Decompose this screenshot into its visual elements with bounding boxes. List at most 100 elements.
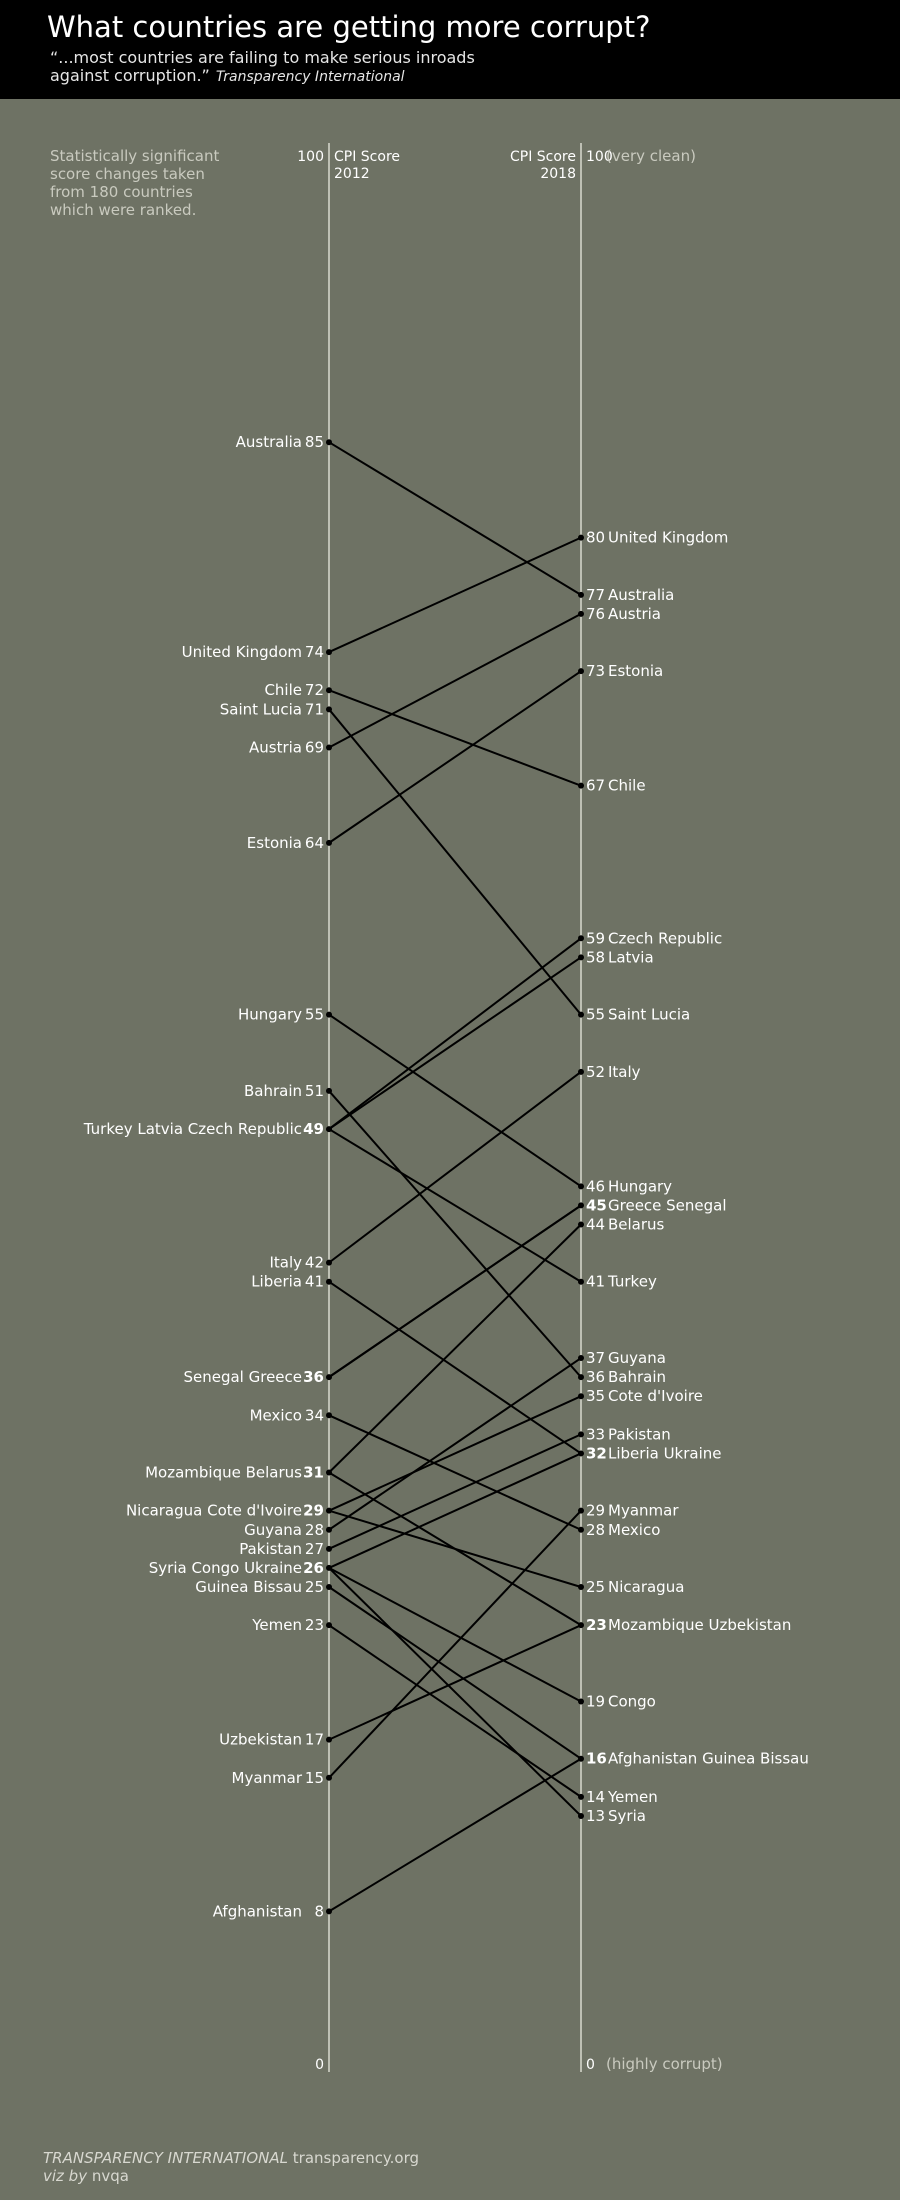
dot-2018-73 bbox=[578, 668, 584, 675]
slope-line-afghanistan bbox=[328, 1757, 582, 1913]
countries-2018-mozambique-uzbekistan: Mozambique Uzbekistan bbox=[608, 1616, 791, 1634]
dot-2018-33 bbox=[578, 1431, 584, 1438]
slope-line-greece bbox=[328, 1204, 582, 1378]
dot-2018-25 bbox=[578, 1584, 584, 1590]
countries-2012-afghanistan: Afghanistan bbox=[213, 1902, 302, 1920]
slope-line-liberia bbox=[328, 1280, 582, 1455]
dot-2018-29 bbox=[578, 1507, 584, 1514]
dot-2012-42 bbox=[326, 1259, 332, 1266]
left-axis-bottom-value: 0 bbox=[315, 2057, 324, 2073]
value-2018-46: 46 bbox=[586, 1177, 605, 1195]
dot-2018-80 bbox=[578, 534, 584, 541]
note-line-4: which were ranked. bbox=[50, 201, 197, 219]
countries-2012-italy: Italy bbox=[269, 1254, 302, 1272]
slope-line-saint-lucia bbox=[328, 708, 582, 1016]
slope-line-guyana bbox=[328, 1357, 582, 1531]
dot-2018-28 bbox=[578, 1526, 584, 1533]
value-2018-36: 36 bbox=[586, 1368, 605, 1386]
slope-line-ukraine bbox=[328, 1452, 582, 1569]
countries-2012-hungary: Hungary bbox=[238, 1006, 302, 1024]
countries-2012-nicaragua-cote-d-ivoire: Nicaragua Cote d'Ivoire bbox=[126, 1502, 302, 1520]
value-2018-77: 77 bbox=[586, 586, 605, 604]
value-2012-29: 29 bbox=[303, 1502, 324, 1520]
value-2018-44: 44 bbox=[586, 1215, 605, 1233]
value-2018-67: 67 bbox=[586, 777, 605, 795]
countries-2012-liberia: Liberia bbox=[251, 1273, 302, 1291]
dot-2012-26 bbox=[326, 1564, 332, 1571]
value-2012-55: 55 bbox=[305, 1006, 324, 1024]
footer-org: TRANSPARENCY INTERNATIONAL bbox=[43, 2149, 289, 2167]
right-axis-top-note: (very clean) bbox=[606, 147, 696, 165]
value-2018-76: 76 bbox=[586, 605, 605, 623]
countries-2012-myanmar: Myanmar bbox=[232, 1769, 303, 1787]
countries-2012-united-kingdom: United Kingdom bbox=[182, 643, 302, 661]
slope-line-belarus bbox=[328, 1223, 582, 1474]
dot-2012-72 bbox=[326, 687, 332, 694]
value-2012-64: 64 bbox=[305, 834, 324, 852]
value-2018-29: 29 bbox=[586, 1502, 605, 1520]
countries-2018-congo: Congo bbox=[608, 1692, 656, 1710]
countries-2012-pakistan: Pakistan bbox=[239, 1540, 302, 1558]
slope-line-nicaragua bbox=[328, 1509, 582, 1588]
dot-2018-55 bbox=[578, 1011, 584, 1018]
value-2018-55: 55 bbox=[586, 1006, 605, 1024]
countries-2018-pakistan: Pakistan bbox=[608, 1425, 671, 1443]
countries-2012-bahrain: Bahrain bbox=[244, 1082, 302, 1100]
header-bar: What countries are getting more corrupt?… bbox=[0, 0, 900, 99]
slope-line-austria bbox=[328, 613, 582, 749]
value-2018-45: 45 bbox=[586, 1196, 607, 1214]
countries-2012-turkey-latvia-czech-republic: Turkey Latvia Czech Republic bbox=[83, 1120, 302, 1138]
dot-2018-44 bbox=[578, 1221, 584, 1228]
dot-2018-67 bbox=[578, 782, 584, 789]
dot-2012-8 bbox=[326, 1908, 332, 1915]
value-2012-41: 41 bbox=[305, 1273, 324, 1291]
quote-source: Transparency International bbox=[215, 69, 405, 85]
dot-2012-51 bbox=[326, 1087, 332, 1094]
countries-2012-austria: Austria bbox=[249, 738, 302, 756]
slope-line-czech-republic bbox=[328, 937, 582, 1130]
value-2018-32: 32 bbox=[586, 1444, 607, 1462]
dot-2018-77 bbox=[578, 591, 584, 598]
value-2018-13: 13 bbox=[586, 1807, 605, 1825]
countries-2012-senegal-greece: Senegal Greece bbox=[183, 1368, 302, 1386]
countries-2018-austria: Austria bbox=[608, 605, 661, 623]
dot-2018-23 bbox=[578, 1622, 584, 1629]
countries-2012-guyana: Guyana bbox=[244, 1521, 302, 1539]
countries-2012-chile: Chile bbox=[264, 681, 302, 699]
value-2012-51: 51 bbox=[305, 1082, 324, 1100]
countries-2018-turkey: Turkey bbox=[607, 1273, 657, 1291]
value-2012-28: 28 bbox=[305, 1521, 324, 1539]
value-2012-69: 69 bbox=[305, 738, 324, 756]
value-2018-33: 33 bbox=[586, 1425, 605, 1443]
footer-author: nvqa bbox=[91, 2167, 129, 2185]
slope-line-congo bbox=[328, 1567, 582, 1703]
slope-line-cote-d-ivoire bbox=[328, 1395, 582, 1512]
countries-2012-yemen: Yemen bbox=[251, 1616, 302, 1634]
value-2018-23: 23 bbox=[586, 1616, 607, 1634]
dot-2012-49 bbox=[326, 1126, 332, 1133]
slope-line-chile bbox=[328, 689, 582, 787]
countries-2018-saint-lucia: Saint Lucia bbox=[608, 1006, 690, 1024]
value-2012-27: 27 bbox=[305, 1540, 324, 1558]
value-2012-42: 42 bbox=[305, 1254, 324, 1272]
methodology-note: Statistically significant score changes … bbox=[50, 147, 250, 219]
countries-2012-estonia: Estonia bbox=[247, 834, 302, 852]
dot-2012-29 bbox=[326, 1507, 332, 1514]
value-2018-58: 58 bbox=[586, 948, 605, 966]
value-2018-37: 37 bbox=[586, 1349, 605, 1367]
dot-2018-58 bbox=[578, 954, 584, 961]
countries-2018-nicaragua: Nicaragua bbox=[608, 1578, 684, 1596]
slope-line-syria bbox=[328, 1567, 582, 1817]
dot-2012-85 bbox=[326, 439, 332, 446]
dot-2018-37 bbox=[578, 1355, 584, 1362]
value-2018-35: 35 bbox=[586, 1387, 605, 1405]
countries-2018-yemen: Yemen bbox=[607, 1788, 658, 1806]
dot-2018-14 bbox=[578, 1793, 584, 1800]
slope-line-myanmar bbox=[328, 1509, 582, 1779]
quote-line-2-text: against corruption.” bbox=[50, 66, 210, 85]
page-title: What countries are getting more corrupt? bbox=[47, 10, 651, 44]
note-line-3: from 180 countries bbox=[50, 183, 193, 201]
countries-2012-australia: Australia bbox=[236, 433, 302, 451]
value-2012-71: 71 bbox=[305, 700, 324, 718]
value-2018-16: 16 bbox=[586, 1750, 607, 1768]
